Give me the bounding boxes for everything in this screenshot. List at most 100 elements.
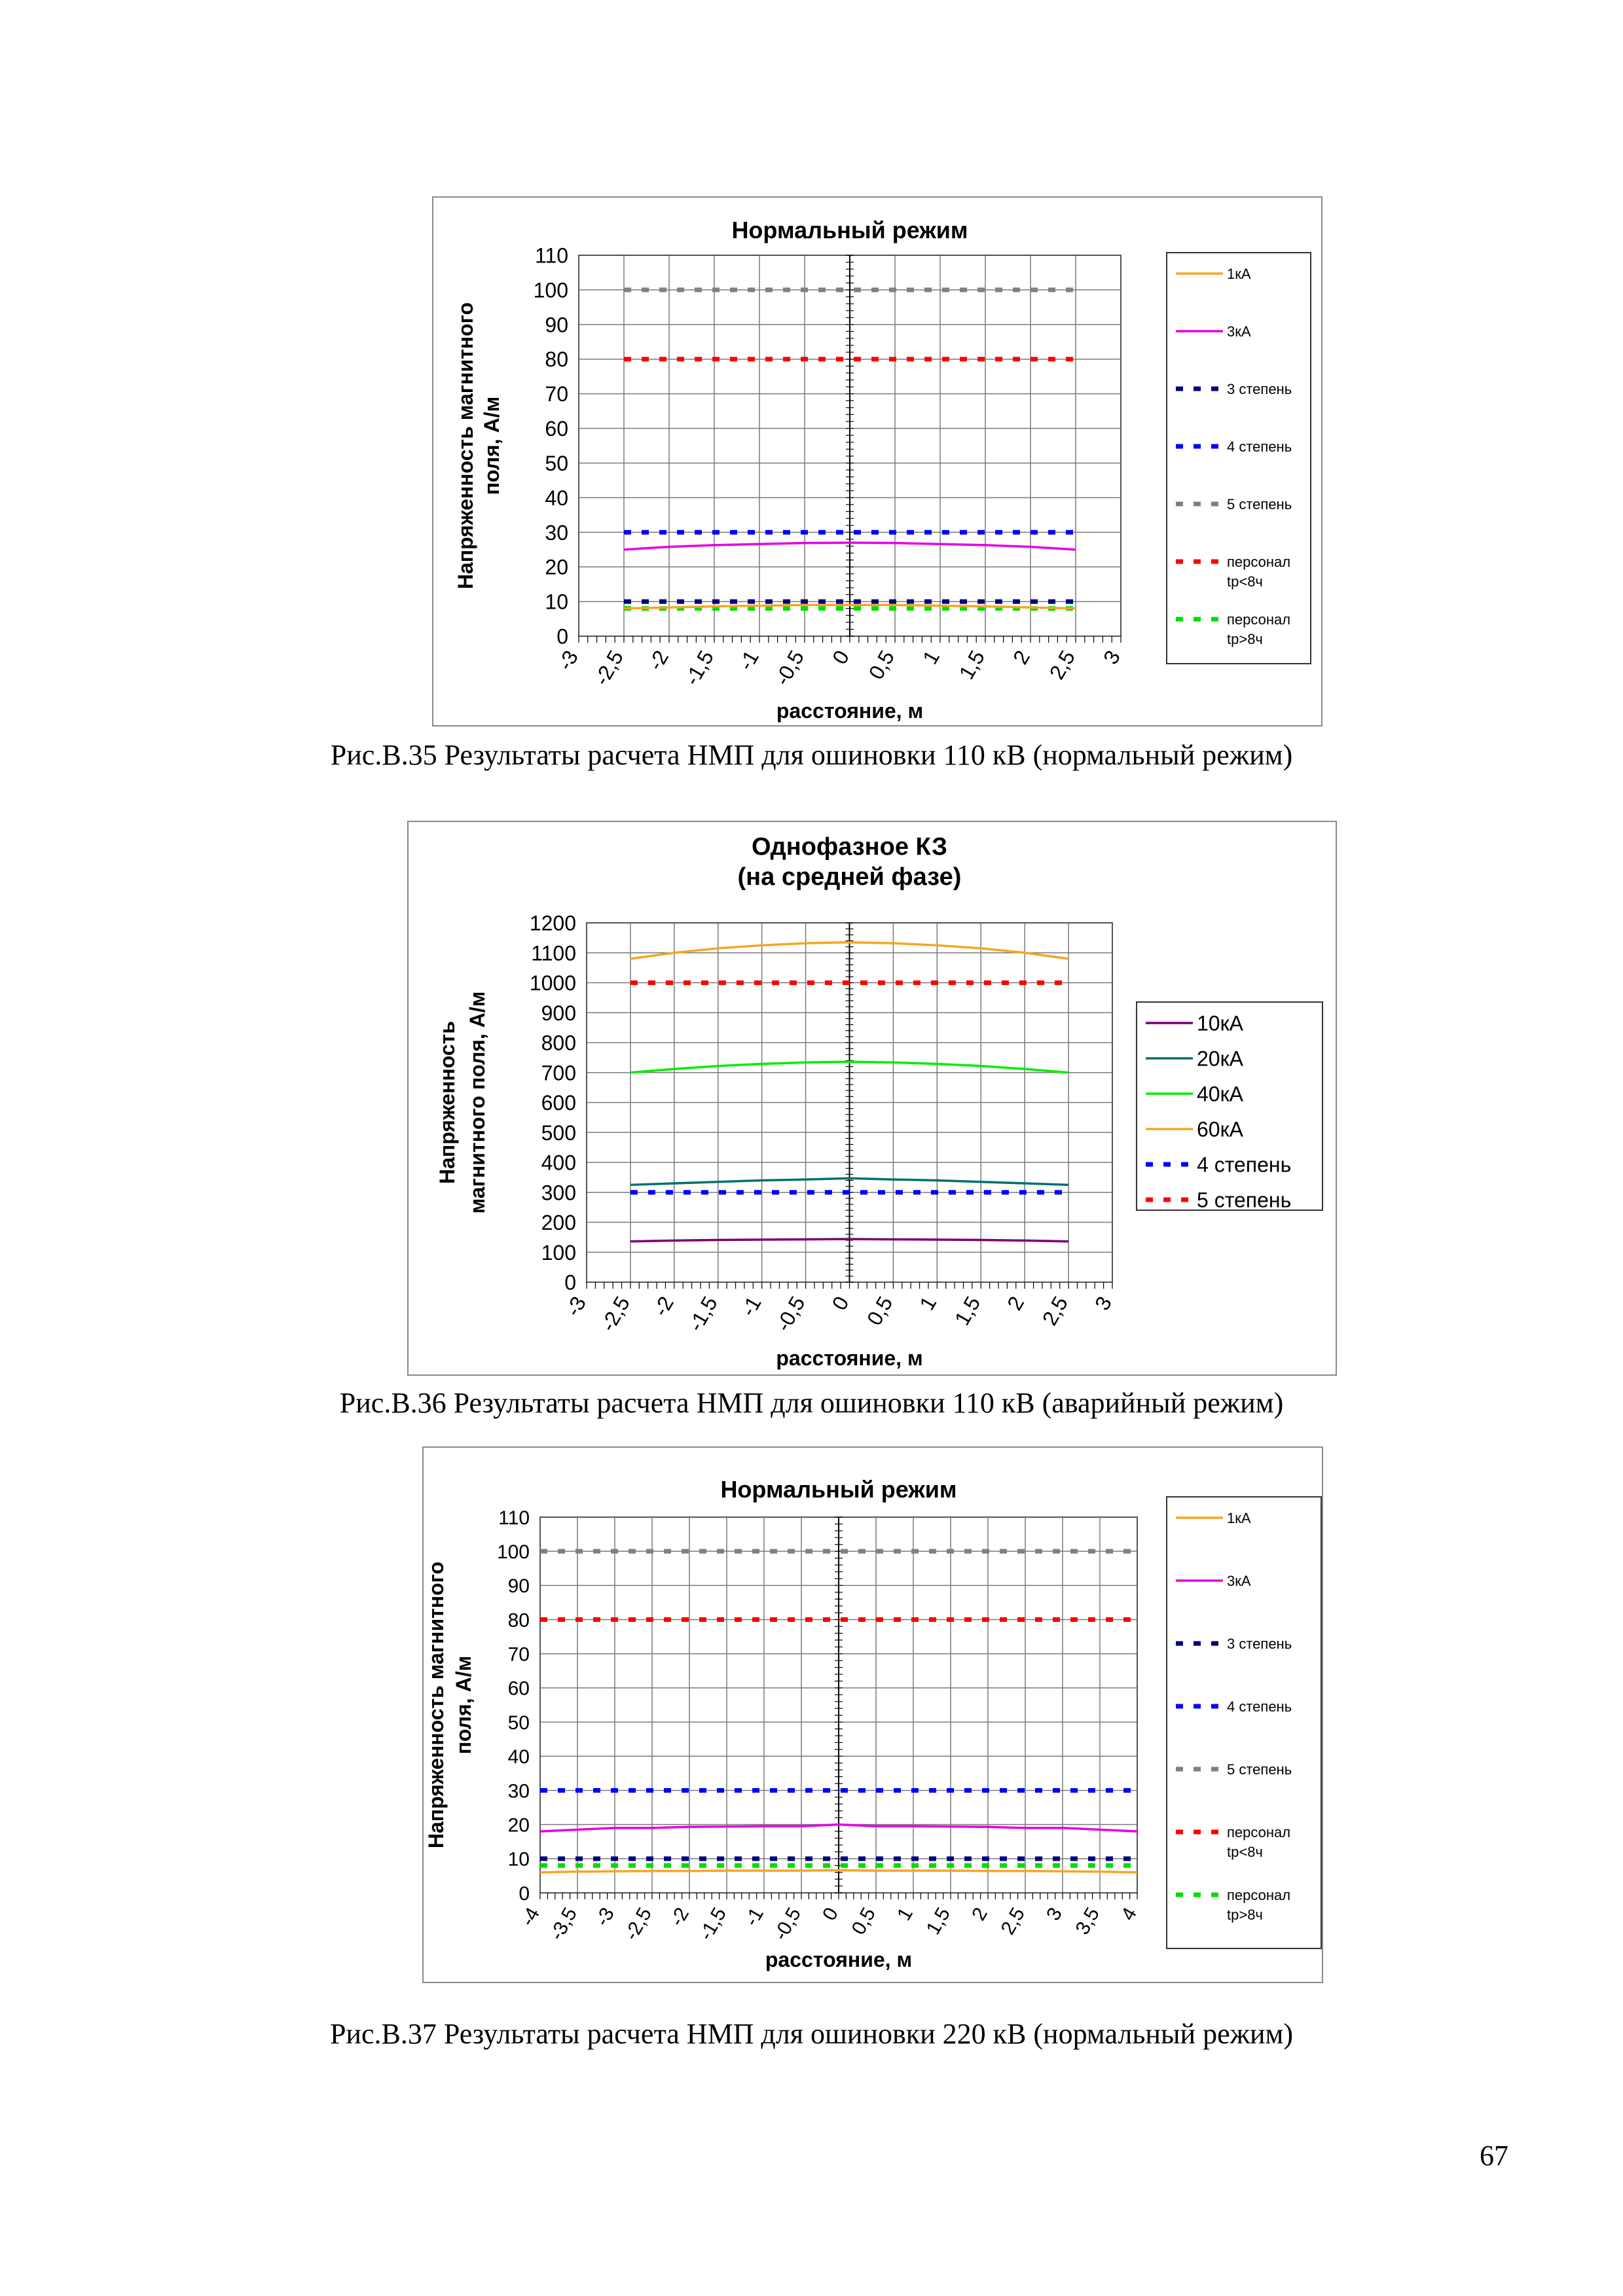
chart-1-x-tick-label: -1,5 [680, 647, 718, 690]
chart-2-x-tick-label: 1,5 [950, 1293, 985, 1330]
chart-3-y-tick-label: 40 [508, 1746, 530, 1768]
chart-2-y-tick-label: 1200 [530, 912, 576, 935]
chart-2-legend-label: 10кА [1197, 1012, 1244, 1035]
chart-1-x-tick-label: 2 [1008, 647, 1034, 668]
chart-1-y-tick-label: 30 [545, 521, 568, 545]
chart-1-series-line [623, 541, 1076, 551]
chart-2-series-line [630, 941, 1069, 960]
chart-1-x-tick-label: -3 [553, 647, 583, 675]
chart-1-y-tick-label: 110 [535, 244, 568, 268]
chart-1-x-tick-label: 0,5 [864, 647, 899, 684]
chart-1-legend-box [1166, 252, 1311, 664]
chart-1-y-tick-label: 0 [556, 625, 568, 649]
chart-1-title: Нормальный режим [731, 217, 968, 243]
chart-3-y-tick-label: 100 [497, 1541, 530, 1563]
chart-1-x-tick-label: 0 [828, 647, 854, 668]
chart-2-y-tick-label: 0 [564, 1271, 576, 1295]
chart-1-x-tick-label: 1,5 [955, 647, 989, 684]
chart-3-legend-label: персонал [1227, 1887, 1290, 1903]
chart-2-x-tick-label: 0,5 [862, 1293, 897, 1330]
chart-1-legend-label: 5 степень [1227, 496, 1292, 512]
chart-3-legend-label: tр<8ч [1227, 1844, 1263, 1860]
chart-3-x-tick-label: -2,5 [621, 1904, 656, 1944]
chart-2-legend: 10кА 20кА 40кА 60кА 4 степень 5 степень [1136, 1001, 1323, 1212]
chart-2-x-tick-label: 3 [1090, 1293, 1116, 1314]
chart-3-y-tick-label: 0 [519, 1883, 530, 1905]
chart-2-y-tick-label: 900 [541, 1001, 576, 1025]
chart-3-legend-label: tр>8ч [1227, 1907, 1263, 1923]
chart-3-svg: Нормальный режим010203040506070809010011… [424, 1476, 1322, 1971]
chart-3-legend-label: персонал [1227, 1824, 1290, 1840]
chart-2-y-tick-label: 500 [541, 1121, 576, 1145]
chart-2-y-axis-label: Напряженность [435, 1021, 459, 1184]
chart-1-y-tick-label: 10 [545, 590, 568, 614]
chart-2-y-tick-label: 400 [541, 1151, 576, 1175]
chart-1-legend-label: 4 степень [1227, 439, 1292, 455]
chart-3-x-tick-label: 4 [1117, 1904, 1141, 1924]
chart-3-x-tick-label: -1,5 [695, 1904, 731, 1944]
chart-1-y-tick-label: 90 [545, 313, 568, 336]
chart-2-y-tick-label: 700 [541, 1061, 576, 1085]
chart-1-x-tick-label: -2,5 [589, 647, 628, 690]
chart-3-x-axis-label: расстояние, м [765, 1948, 912, 1971]
chart-3-x-tick-label: -3 [591, 1904, 619, 1930]
chart-1-x-tick-label: -2 [644, 647, 673, 675]
chart-1-legend-label: 3 степень [1227, 381, 1292, 397]
chart-1-x-tick-label: 2,5 [1045, 647, 1080, 684]
chart-1-x-tick-label: -0,5 [770, 647, 809, 690]
chart-1-y-tick-label: 40 [545, 486, 568, 510]
chart-frame-1: Нормальный режим 0 10 20 30 40 50 60 70 80 90 100 11… [432, 196, 1322, 726]
chart-2-x-tick-label: -3 [561, 1293, 591, 1321]
chart-3-x-tick-label: 3,5 [1072, 1904, 1104, 1939]
chart-2-y-tick-label: 1100 [531, 941, 576, 965]
chart-3-title: Нормальный режим [720, 1476, 957, 1503]
chart-2-legend-box [1136, 1001, 1323, 1211]
chart-2-x-tick-label: 2 [1002, 1293, 1029, 1314]
chart-2-title: Однофазное КЗ [752, 833, 947, 861]
chart-3-x-tick-label: -1 [740, 1904, 768, 1930]
chart-1-legend-label: tр<8ч [1227, 573, 1263, 590]
chart-2-x-tick-label: 1 [915, 1293, 941, 1314]
chart-3-y-tick-label: 60 [508, 1678, 530, 1700]
chart-2-y-tick-label: 300 [541, 1181, 576, 1204]
chart-1-y-tick-label: 20 [545, 556, 568, 579]
chart-3-y-tick-label: 90 [508, 1575, 530, 1597]
chart-2-legend-label: 20кА [1197, 1047, 1244, 1071]
chart-1-series-line [623, 603, 1076, 610]
chart-1-y-tick-label: 100 [534, 278, 568, 302]
chart-3-legend-label: 3кА [1227, 1573, 1251, 1589]
chart-3-y-tick-label: 50 [508, 1712, 530, 1734]
chart-3-legend-label: 5 степень [1227, 1761, 1292, 1778]
chart-1-svg: Нормальный режим010203040506070809010011… [454, 217, 1311, 723]
chart-3-x-tick-label: 2 [968, 1904, 992, 1924]
chart-1-y-axis-label: Напряженность магнитного [454, 302, 477, 589]
chart-3-legend-label: 3 степень [1227, 1636, 1292, 1652]
chart-2-legend-label: 4 степень [1197, 1153, 1291, 1177]
chart-1-x-tick-label: 1 [918, 647, 944, 668]
chart-1-x-axis-label: расстояние, м [776, 699, 923, 723]
chart-1-legend-label: персонал [1227, 611, 1290, 628]
chart-2-series-line [630, 1177, 1069, 1187]
chart-frame-2: Однофазное КЗ (на средней фазе) 0 100 200 300… [407, 821, 1337, 1376]
chart-3-x-tick-label: 2,5 [997, 1904, 1029, 1939]
chart-3-legend-box [1166, 1496, 1322, 1949]
chart-3-x-tick-label: 3 [1042, 1904, 1067, 1924]
chart-3-legend: 1кА 3кА 3 степень 4 степень 5 степень персона… [1166, 1496, 1322, 1949]
chart-3-y-tick-label: 20 [508, 1814, 530, 1836]
chart-2-x-tick-label: -0,5 [771, 1293, 810, 1336]
chart-3-y-tick-label: 80 [508, 1609, 530, 1631]
chart-1-y-tick-label: 50 [545, 452, 568, 475]
chart-3-y-axis-label: Напряженность магнитного [424, 1562, 448, 1848]
chart-2-legend-label: 40кА [1197, 1083, 1244, 1106]
chart-3-x-tick-label: -0,5 [770, 1904, 805, 1944]
chart-1-legend-label: 1кА [1227, 266, 1251, 282]
chart-3-x-tick-label: 0 [818, 1904, 843, 1924]
chart-2-x-tick-label: 2,5 [1038, 1293, 1072, 1330]
caption-2: Рис.В.36 Результаты расчета НМП для ошин… [339, 1387, 1284, 1419]
chart-3-x-tick-label: 1,5 [922, 1904, 955, 1939]
chart-2-y-tick-label: 1000 [530, 971, 576, 995]
chart-2-y-tick-label: 600 [541, 1091, 576, 1115]
chart-1-legend: 1кА 3кА 3 степень 4 степень 5 степень персона… [1166, 252, 1311, 664]
chart-3-legend-label: 1кА [1227, 1510, 1251, 1526]
chart-3-y-tick-label: 10 [508, 1849, 530, 1871]
